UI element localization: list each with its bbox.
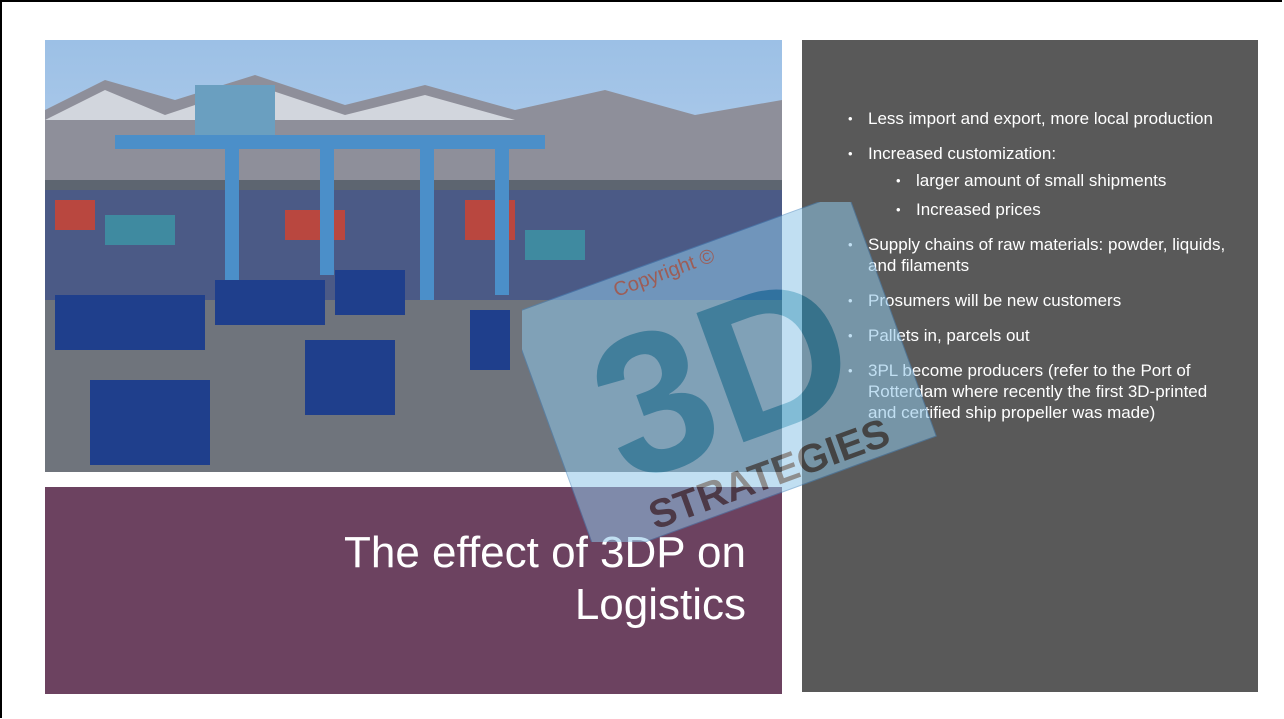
bullet-text: 3PL become producers (refer to the Port … [868, 361, 1207, 422]
bullet-list: Less import and export, more local produ… [802, 40, 1258, 423]
bullet-panel: Less import and export, more local produ… [802, 40, 1258, 692]
bullet-text: Pallets in, parcels out [868, 326, 1030, 345]
sub-bullet: Increased prices [916, 199, 1238, 220]
bullet-text: Prosumers will be new customers [868, 291, 1121, 310]
sub-list: larger amount of small shipments Increase… [868, 170, 1238, 220]
bullet-item: Less import and export, more local produ… [868, 108, 1238, 129]
bullet-text: Increased customization: [868, 144, 1056, 163]
slide: The effect of 3DP on Logistics Less impo… [0, 0, 1282, 718]
bullet-item: Prosumers will be new customers [868, 290, 1238, 311]
slide-title: The effect of 3DP on Logistics [226, 527, 746, 631]
title-box: The effect of 3DP on Logistics [45, 487, 782, 694]
bullet-item: Pallets in, parcels out [868, 325, 1238, 346]
bullet-item: Increased customization: larger amount of… [868, 143, 1238, 220]
bullet-item: 3PL become producers (refer to the Port … [868, 360, 1238, 423]
sub-bullet: larger amount of small shipments [916, 170, 1238, 191]
bullet-text: Less import and export, more local produ… [868, 109, 1213, 128]
bullet-text: Supply chains of raw materials: powder, … [868, 235, 1225, 275]
bullet-item: Supply chains of raw materials: powder, … [868, 234, 1238, 276]
port-photo [45, 40, 782, 472]
